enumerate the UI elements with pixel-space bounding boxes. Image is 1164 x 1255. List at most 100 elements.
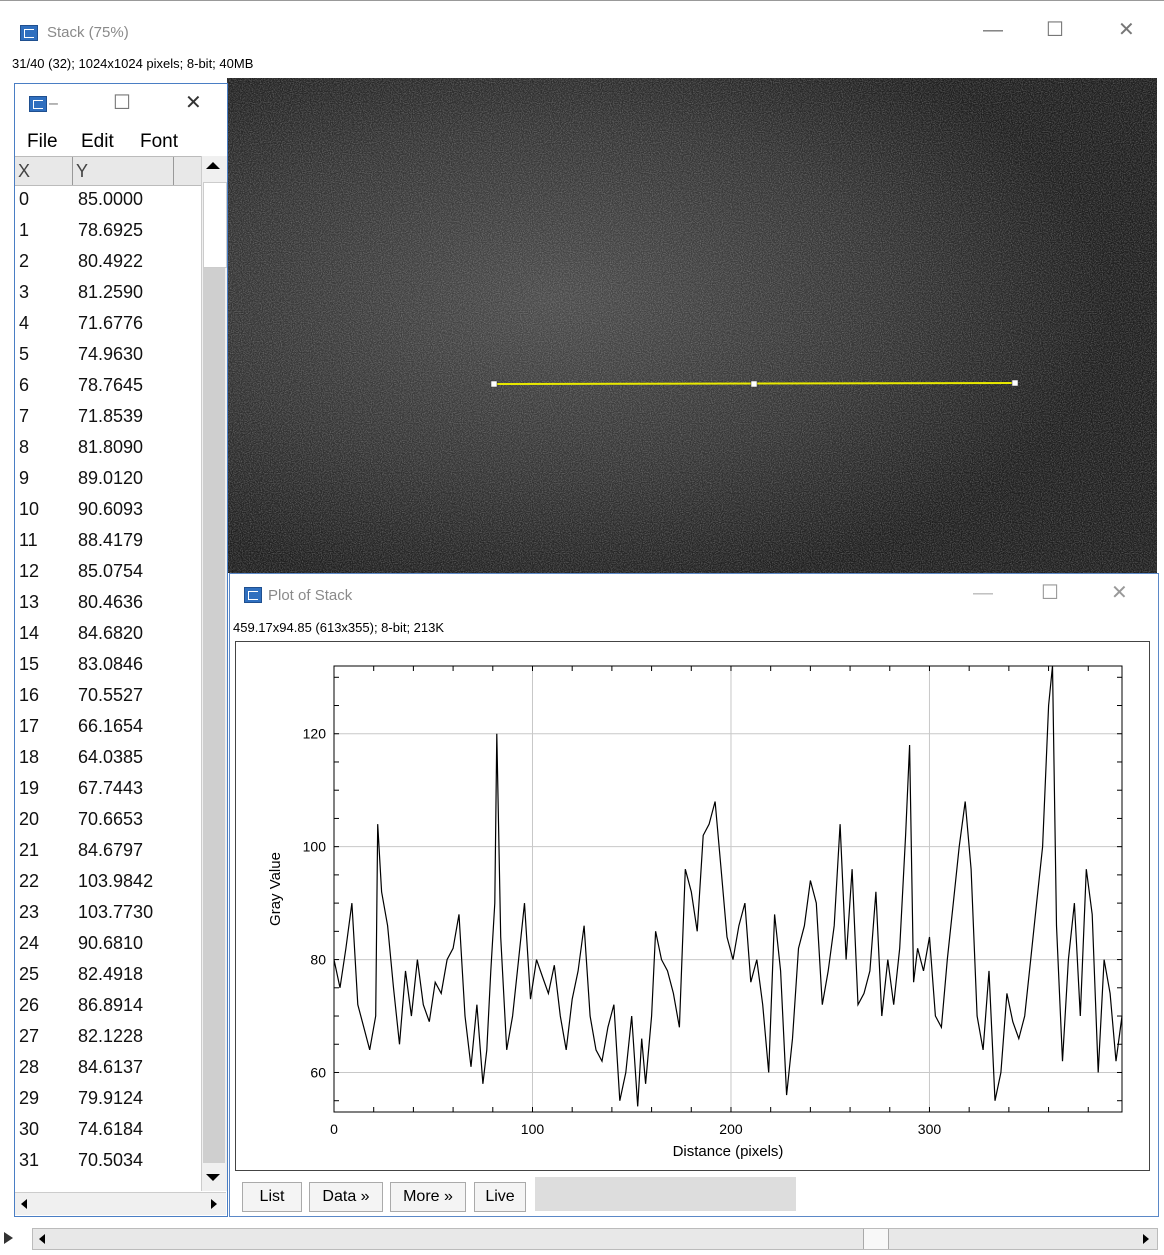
- table-row[interactable]: 9 89.0120: [15, 464, 201, 495]
- stack-slice-scrollbar[interactable]: [32, 1228, 1158, 1250]
- table-row[interactable]: 10 90.6093: [15, 495, 201, 526]
- close-icon[interactable]: ✕: [1118, 19, 1135, 41]
- table-row[interactable]: 21 84.6797: [15, 836, 201, 867]
- table-row[interactable]: 27 82.1228: [15, 1022, 201, 1053]
- y-tick-label: 100: [303, 839, 327, 855]
- table-row[interactable]: 4 71.6776: [15, 309, 201, 340]
- plot-close-icon[interactable]: ✕: [1111, 582, 1128, 604]
- column-header-x[interactable]: X: [18, 161, 31, 181]
- table-maximize-icon[interactable]: ☐: [113, 92, 131, 114]
- table-row[interactable]: 28 84.6137: [15, 1053, 201, 1084]
- minimize-icon[interactable]: —: [983, 19, 1003, 41]
- table-row[interactable]: 13 80.4636: [15, 588, 201, 619]
- table-row[interactable]: 16 70.5527: [15, 681, 201, 712]
- scroll-up-arrow-icon[interactable]: [206, 162, 220, 169]
- column-header-y[interactable]: Y: [76, 161, 89, 181]
- plot-info-line: 459.17x94.85 (613x355); 8-bit; 213K: [233, 620, 445, 635]
- table-row[interactable]: 26 86.8914: [15, 991, 201, 1022]
- line-handle-start[interactable]: [490, 380, 498, 388]
- y-tick-label: 120: [303, 726, 327, 742]
- cell-y: 82.1228: [78, 1026, 144, 1046]
- profile-line[interactable]: [333, 665, 1123, 1107]
- table-row[interactable]: 24 90.6810: [15, 929, 201, 960]
- cell-x: 2: [19, 251, 30, 271]
- slice-scroll-right-icon[interactable]: [1143, 1234, 1149, 1244]
- table-minimize-icon[interactable]: –: [49, 95, 58, 112]
- table-row[interactable]: 0 85.0000: [15, 185, 201, 216]
- cell-y: 78.7645: [78, 375, 144, 395]
- cell-x: 18: [19, 747, 40, 767]
- cell-x: 13: [19, 592, 40, 612]
- line-handle-mid[interactable]: [750, 380, 758, 388]
- cell-x: 29: [19, 1088, 40, 1108]
- scroll-right-arrow-icon[interactable]: [211, 1199, 217, 1209]
- live-button[interactable]: Live: [474, 1182, 526, 1212]
- table-row[interactable]: 22 103.9842: [15, 867, 201, 898]
- menu-edit[interactable]: Edit: [81, 131, 114, 152]
- table-row[interactable]: 19 67.7443: [15, 774, 201, 805]
- table-row[interactable]: 7 71.8539: [15, 402, 201, 433]
- table-row[interactable]: 17 66.1654: [15, 712, 201, 743]
- scroll-thumb[interactable]: [203, 182, 227, 268]
- plot-maximize-icon[interactable]: ☐: [1041, 582, 1059, 604]
- slice-scroll-left-icon[interactable]: [39, 1234, 45, 1244]
- line-handle-end[interactable]: [1011, 379, 1019, 387]
- table-row[interactable]: 31 70.5034: [15, 1146, 201, 1177]
- table-row[interactable]: 3 81.2590: [15, 278, 201, 309]
- table-row[interactable]: 8 81.8090: [15, 433, 201, 464]
- table-vertical-scrollbar[interactable]: [201, 156, 227, 1191]
- maximize-icon[interactable]: ☐: [1046, 19, 1064, 41]
- table-row[interactable]: 25 82.4918: [15, 960, 201, 991]
- imagej-table-icon: [29, 96, 47, 112]
- scroll-down-arrow-icon[interactable]: [206, 1174, 220, 1181]
- cell-y: 90.6810: [78, 933, 144, 953]
- plot-window-title: Plot of Stack: [268, 587, 353, 604]
- plot-minimize-icon[interactable]: —: [973, 582, 993, 604]
- cell-y: 84.6137: [78, 1057, 144, 1077]
- image-canvas[interactable]: [227, 78, 1157, 573]
- table-row[interactable]: 1 78.6925: [15, 216, 201, 247]
- more-button[interactable]: More »: [390, 1182, 466, 1212]
- table-row[interactable]: 2 80.4922: [15, 247, 201, 278]
- menu-font[interactable]: Font: [140, 131, 179, 152]
- table-row[interactable]: 12 85.0754: [15, 557, 201, 588]
- scroll-track[interactable]: [203, 268, 225, 1163]
- table-row[interactable]: 20 70.6653: [15, 805, 201, 836]
- table-row[interactable]: 18 64.0385: [15, 743, 201, 774]
- table-row[interactable]: 15 83.0846: [15, 650, 201, 681]
- cell-x: 31: [19, 1150, 40, 1170]
- plot-window: Plot of Stack — ☐ ✕ 459.17x94.85 (613x35…: [229, 573, 1159, 1217]
- table-close-icon[interactable]: ✕: [185, 92, 202, 114]
- cell-x: 30: [19, 1119, 40, 1139]
- list-button[interactable]: List: [242, 1182, 302, 1212]
- cell-y: 85.0000: [78, 189, 144, 209]
- cell-x: 9: [19, 468, 30, 488]
- cell-y: 84.6797: [78, 840, 144, 860]
- table-row[interactable]: 23 103.7730: [15, 898, 201, 929]
- x-tick-label: 200: [719, 1121, 743, 1137]
- table-row[interactable]: 11 88.4179: [15, 526, 201, 557]
- cell-y: 89.0120: [78, 468, 144, 488]
- cell-x: 27: [19, 1026, 40, 1046]
- table-body: 0 85.0000 1 78.6925 2 80.4922 3 81.2590 4 71.6776…: [15, 185, 201, 1177]
- cell-x: 23: [19, 902, 40, 922]
- cell-y: 80.4636: [78, 592, 144, 612]
- slice-scroll-thumb[interactable]: [863, 1229, 889, 1249]
- scroll-left-arrow-icon[interactable]: [21, 1199, 27, 1209]
- play-animation-icon[interactable]: [4, 1232, 13, 1244]
- table-row[interactable]: 14 84.6820: [15, 619, 201, 650]
- menu-file[interactable]: File: [27, 131, 58, 152]
- table-row[interactable]: 29 79.9124: [15, 1084, 201, 1115]
- table-row[interactable]: 30 74.6184: [15, 1115, 201, 1146]
- data-button[interactable]: Data »: [309, 1182, 383, 1212]
- table-horizontal-scrollbar[interactable]: [15, 1192, 226, 1215]
- cell-x: 6: [19, 375, 30, 395]
- line-selection[interactable]: [490, 379, 1019, 388]
- plot-area[interactable]: 0 100 200 300 60 80 100 120 Distance (pixels) Gra…: [235, 641, 1150, 1171]
- status-field: [535, 1177, 796, 1211]
- cell-x: 5: [19, 344, 30, 364]
- cell-x: 1: [19, 220, 30, 240]
- cell-y: 84.6820: [78, 623, 144, 643]
- table-row[interactable]: 5 74.9630: [15, 340, 201, 371]
- table-row[interactable]: 6 78.7645: [15, 371, 201, 402]
